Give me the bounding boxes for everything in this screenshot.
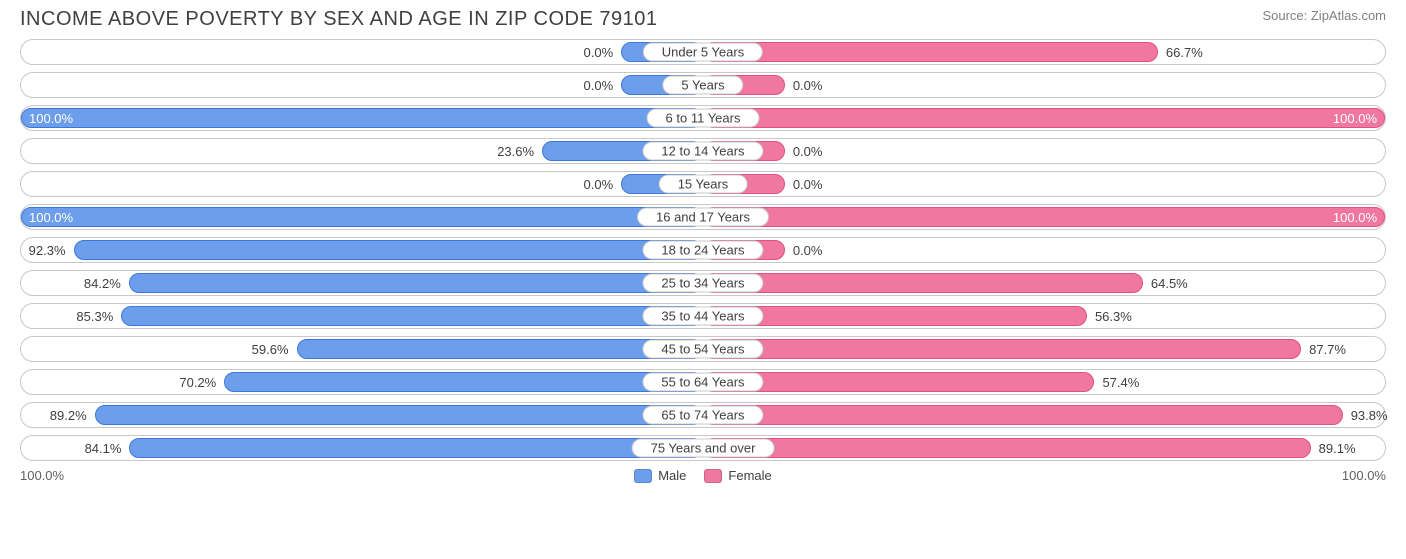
category-label: 65 to 74 Years xyxy=(642,406,763,425)
male-value-label: 0.0% xyxy=(576,172,622,196)
male-bar xyxy=(74,240,703,260)
legend-male-label: Male xyxy=(658,468,686,483)
category-label: 75 Years and over xyxy=(632,439,775,458)
female-value-label: 66.7% xyxy=(1158,40,1211,64)
category-label: 25 to 34 Years xyxy=(642,274,763,293)
male-value-label: 89.2% xyxy=(42,403,95,427)
female-bar xyxy=(703,207,1385,227)
female-bar xyxy=(703,438,1311,458)
chart-row: 89.2%93.8%65 to 74 Years xyxy=(20,402,1386,428)
female-value-label: 0.0% xyxy=(785,238,831,262)
male-value-label: 23.6% xyxy=(489,139,542,163)
female-bar xyxy=(703,405,1343,425)
male-value-label: 84.1% xyxy=(77,436,130,460)
female-value-label: 56.3% xyxy=(1087,304,1140,328)
chart-row: 92.3% 0.0% 18 to 24 Years xyxy=(20,237,1386,263)
male-swatch-icon xyxy=(634,469,652,483)
male-value-label: 59.6% xyxy=(244,337,297,361)
male-value-label: 0.0% xyxy=(576,40,622,64)
category-label: Under 5 Years xyxy=(643,43,763,62)
female-value-label: 0.0% xyxy=(785,73,831,97)
chart-row: 70.2% 57.4% 55 to 64 Years xyxy=(20,369,1386,395)
legend-female: Female xyxy=(704,468,771,483)
chart-row: 100.0% 100.0% 6 to 11 Years xyxy=(20,105,1386,131)
chart-row: 0.0% 0.0% 15 Years xyxy=(20,171,1386,197)
female-value-label: 89.1% xyxy=(1311,436,1364,460)
category-label: 15 Years xyxy=(659,175,748,194)
female-value-label: 0.0% xyxy=(785,139,831,163)
chart-row: 59.6% 87.7% 45 to 54 Years xyxy=(20,336,1386,362)
female-bar xyxy=(703,42,1158,62)
male-value-label: 85.3% xyxy=(68,304,121,328)
chart-row: 84.1% 89.1% 75 Years and over xyxy=(20,435,1386,461)
axis-left-label: 100.0% xyxy=(20,468,64,483)
female-bar xyxy=(703,108,1385,128)
chart-row: 23.6% 0.0% 12 to 14 Years xyxy=(20,138,1386,164)
male-value-label: 92.3% xyxy=(21,238,74,262)
category-label: 6 to 11 Years xyxy=(647,109,760,128)
legend-male: Male xyxy=(634,468,686,483)
female-value-label: 64.5% xyxy=(1143,271,1196,295)
female-bar xyxy=(703,273,1143,293)
male-bar xyxy=(121,306,703,326)
male-value-label: 0.0% xyxy=(576,73,622,97)
male-bar xyxy=(21,108,703,128)
male-bar xyxy=(224,372,703,392)
category-label: 18 to 24 Years xyxy=(642,241,763,260)
female-value-label: 100.0% xyxy=(1325,205,1385,229)
category-label: 12 to 14 Years xyxy=(642,142,763,161)
category-label: 16 and 17 Years xyxy=(637,208,769,227)
chart-title: INCOME ABOVE POVERTY BY SEX AND AGE IN Z… xyxy=(20,8,657,31)
male-bar xyxy=(95,405,703,425)
chart-area: 0.0% 66.7% Under 5 Years 0.0% 0.0% 5 Years 100… xyxy=(0,35,1406,461)
female-value-label: 57.4% xyxy=(1094,370,1147,394)
female-value-label: 93.8% xyxy=(1343,403,1396,427)
male-value-label: 70.2% xyxy=(171,370,224,394)
legend-female-label: Female xyxy=(728,468,771,483)
category-label: 5 Years xyxy=(662,76,743,95)
male-value-label: 84.2% xyxy=(76,271,129,295)
female-value-label: 87.7% xyxy=(1301,337,1354,361)
male-bar xyxy=(21,207,703,227)
male-bar xyxy=(129,273,703,293)
male-value-label: 100.0% xyxy=(21,106,81,130)
legend: Male Female xyxy=(634,468,772,483)
female-value-label: 100.0% xyxy=(1325,106,1385,130)
category-label: 45 to 54 Years xyxy=(642,340,763,359)
chart-source: Source: ZipAtlas.com xyxy=(1262,8,1386,23)
category-label: 55 to 64 Years xyxy=(642,373,763,392)
female-value-label: 0.0% xyxy=(785,172,831,196)
male-bar xyxy=(129,438,703,458)
axis-right-label: 100.0% xyxy=(1342,468,1386,483)
female-swatch-icon xyxy=(704,469,722,483)
category-label: 35 to 44 Years xyxy=(642,307,763,326)
chart-row: 84.2% 64.5% 25 to 34 Years xyxy=(20,270,1386,296)
female-bar xyxy=(703,339,1301,359)
chart-row: 0.0% 66.7% Under 5 Years xyxy=(20,39,1386,65)
male-value-label: 100.0% xyxy=(21,205,81,229)
chart-row: 0.0% 0.0% 5 Years xyxy=(20,72,1386,98)
chart-row: 100.0% 100.0% 16 and 17 Years xyxy=(20,204,1386,230)
chart-row: 85.3% 56.3% 35 to 44 Years xyxy=(20,303,1386,329)
